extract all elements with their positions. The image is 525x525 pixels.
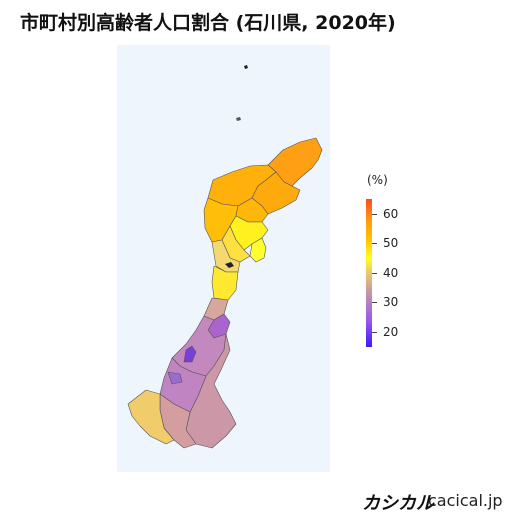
region-kawakita[interactable] — [167, 371, 183, 385]
site-url[interactable]: cacical.jp — [428, 491, 503, 510]
legend-tick — [372, 332, 377, 333]
legend-colorbar — [366, 199, 372, 347]
legend-tick-label-20: 20 — [383, 325, 399, 339]
region-kaga[interactable] — [127, 389, 175, 445]
region-nomi[interactable] — [159, 357, 207, 413]
legend-unit: (%) — [367, 173, 388, 187]
legend-tick — [372, 273, 377, 274]
legend-tick-label-30: 30 — [383, 295, 399, 309]
map-title: 市町村別高齢者人口割合 (石川県, 2020年) — [20, 12, 396, 34]
legend-tick — [372, 214, 377, 215]
region-nanao-east[interactable] — [249, 237, 267, 263]
region-hodatsushimizu[interactable] — [211, 265, 239, 301]
legend-tick-label-50: 50 — [383, 236, 399, 250]
island-nanatsujima — [236, 117, 241, 121]
region-nonoichi[interactable] — [183, 345, 197, 363]
region-noto[interactable] — [251, 171, 301, 215]
legend-tick-label-60: 60 — [383, 207, 399, 221]
legend-tick — [372, 243, 377, 244]
island-notojima — [225, 262, 234, 268]
legend-tick — [372, 302, 377, 303]
brand-logo: カシカル — [362, 493, 434, 514]
island-hegura — [244, 65, 248, 69]
legend-tick-label-40: 40 — [383, 266, 399, 280]
